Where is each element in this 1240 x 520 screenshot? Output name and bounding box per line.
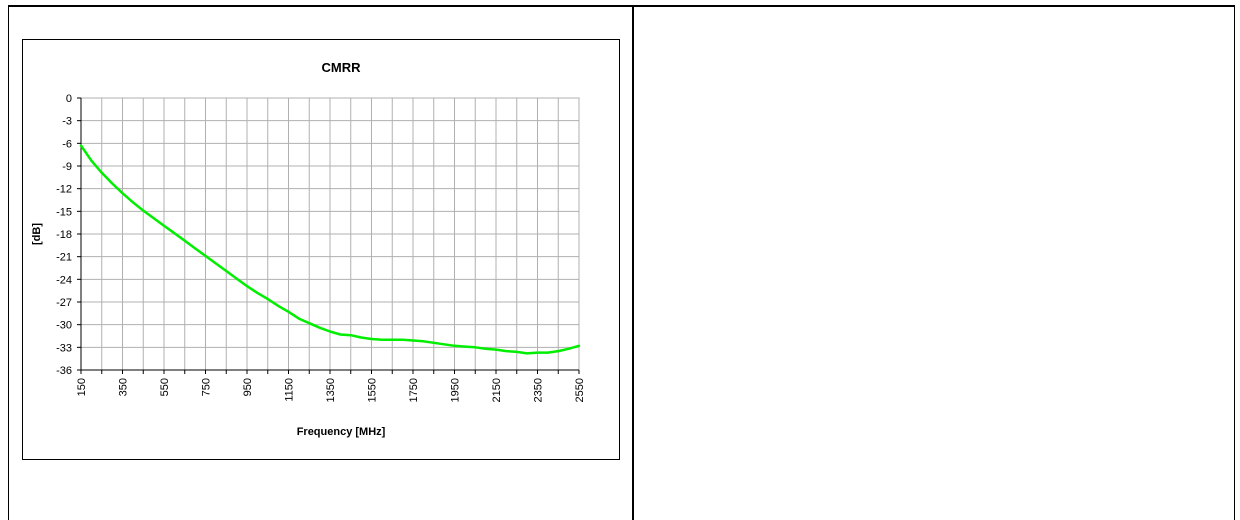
y-axis-ticks: 0 -3 -6 -9 -12 -15 -18 -21 -24 -27 -30 -33 -36 (56, 93, 82, 377)
x-tick-label: 950 (242, 378, 254, 396)
x-tick-label: 2350 (533, 378, 545, 402)
x-tick-label: 750 (201, 378, 213, 396)
y-tick-label: -27 (56, 297, 72, 309)
cmrr-chart: 0 -3 -6 -9 -12 -15 -18 -21 -24 -27 -30 -33 -36 150 35… (22, 39, 620, 460)
y-tick-label: 0 (66, 93, 72, 105)
x-axis-ticks: 150 350 550 750 950 1150 1350 1550 1750 1950 2150 2… (76, 369, 586, 402)
chart-canvas: 0 -3 -6 -9 -12 -15 -18 -21 -24 -27 -30 -33 -36 150 35… (31, 60, 586, 438)
x-tick-label: 1550 (367, 378, 379, 402)
y-tick-label: -3 (62, 116, 72, 128)
y-tick-label: -18 (56, 229, 72, 241)
y-tick-label: -12 (56, 184, 72, 196)
y-tick-label: -21 (56, 252, 72, 264)
y-tick-label: -9 (62, 161, 72, 173)
x-tick-label: 1150 (284, 378, 296, 402)
x-tick-label: 2150 (491, 378, 503, 402)
x-tick-label: 350 (118, 378, 130, 396)
y-tick-label: -6 (62, 138, 72, 150)
x-tick-label: 1950 (450, 378, 462, 402)
y-tick-label: -36 (56, 365, 72, 377)
x-axis-label: Frequency [MHz] (297, 426, 386, 438)
x-tick-label: 1750 (408, 378, 420, 402)
y-tick-label: -15 (56, 206, 72, 218)
y-axis-label: [dB] (31, 223, 43, 245)
x-tick-label: 150 (76, 378, 88, 396)
document-table-frame (8, 5, 1235, 520)
chart-title: CMRR (322, 60, 362, 75)
cmrr-series-line (79, 144, 581, 355)
x-tick-label: 550 (159, 378, 171, 396)
y-tick-label: -30 (56, 320, 72, 332)
y-tick-label: -33 (56, 342, 72, 354)
table-column-divider (632, 5, 634, 520)
x-tick-label: 1350 (325, 378, 337, 402)
y-tick-label: -24 (56, 274, 72, 286)
x-tick-label: 2550 (574, 378, 586, 402)
grid-lines (80, 97, 580, 371)
